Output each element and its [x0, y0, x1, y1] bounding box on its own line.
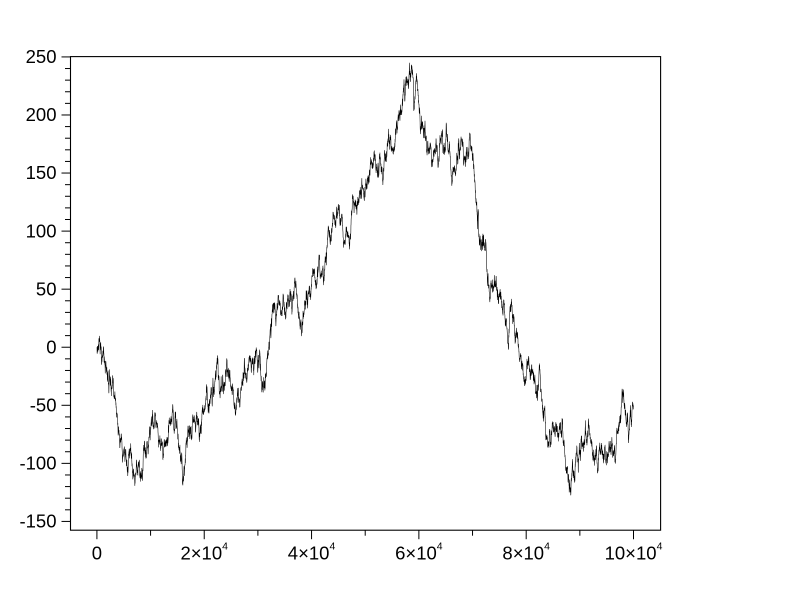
- svg-text:250: 250: [26, 46, 57, 67]
- svg-text:-100: -100: [19, 453, 56, 474]
- svg-text:0: 0: [46, 336, 56, 357]
- svg-text:200: 200: [26, 104, 57, 125]
- svg-text:10×104: 10×104: [605, 541, 663, 564]
- svg-text:8×104: 8×104: [502, 541, 550, 564]
- svg-text:2×104: 2×104: [180, 541, 228, 564]
- svg-text:-50: -50: [30, 394, 57, 415]
- svg-text:100: 100: [26, 220, 57, 241]
- svg-text:-150: -150: [19, 511, 56, 532]
- svg-text:150: 150: [26, 162, 57, 183]
- svg-text:0: 0: [92, 543, 102, 564]
- svg-text:4×104: 4×104: [288, 541, 336, 564]
- svg-text:50: 50: [36, 278, 57, 299]
- svg-text:6×104: 6×104: [395, 541, 443, 564]
